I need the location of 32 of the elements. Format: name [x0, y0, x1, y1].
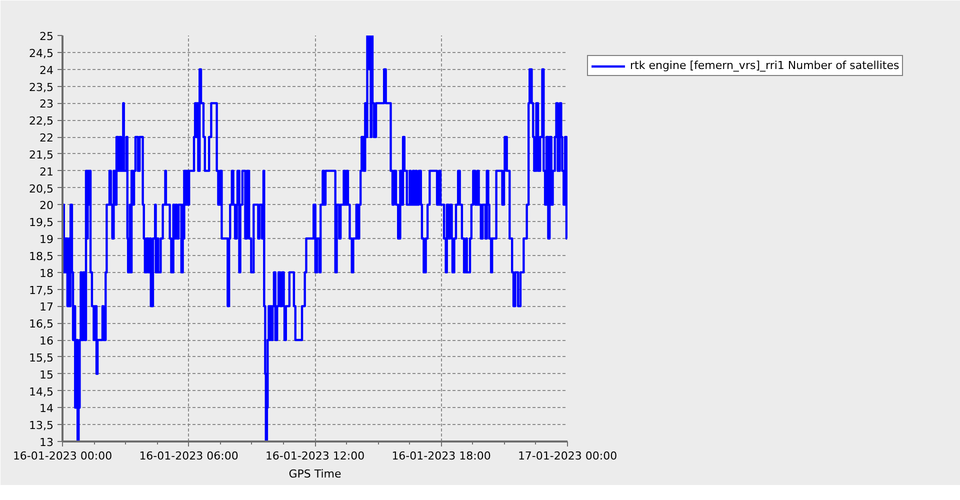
x-tick-label: 16-01-2023 18:00	[392, 450, 491, 462]
x-tick-label: 17-01-2023 00:00	[518, 450, 618, 462]
x-tick-label: 16-01-2023 06:00	[139, 450, 238, 462]
y-tick-label: 22,5	[29, 114, 54, 128]
x-axis-title: GPS Time	[288, 468, 342, 480]
y-tick-label: 15	[40, 368, 54, 382]
y-tick-label: 23	[40, 98, 54, 111]
legend-label: rtk engine [femern_vrs]_rri1 Number of satellites	[630, 59, 900, 72]
y-tick-label: 24	[40, 64, 54, 77]
y-tick-label: 14	[40, 402, 54, 416]
y-tick-label: 19	[40, 233, 54, 246]
y-tick-label: 18	[40, 266, 54, 280]
y-tick-label: 16	[40, 334, 54, 348]
x-tick-label: 16-01-2023 00:00	[12, 450, 112, 462]
y-tick-label: 16,5	[29, 318, 54, 331]
y-tick-label: 21,5	[29, 148, 54, 162]
y-tick-label: 17	[40, 300, 54, 314]
y-tick-label: 23,5	[29, 80, 54, 94]
y-tick-label: 14,5	[29, 385, 54, 398]
y-tick-label: 22	[40, 132, 54, 144]
y-tick-label: 18,5	[29, 250, 54, 263]
y-tick-label: 24,5	[29, 46, 54, 60]
y-tick-label: 19,5	[29, 216, 54, 230]
y-tick-label: 17,5	[29, 284, 54, 297]
y-tick-label: 25	[40, 30, 54, 43]
y-tick-label: 20	[40, 199, 54, 212]
y-tick-label: 21	[40, 165, 54, 178]
y-tick-label: 20,5	[29, 182, 54, 196]
y-tick-label: 13,5	[29, 419, 54, 432]
y-tick-label: 13	[40, 436, 54, 449]
x-tick-label: 16-01-2023 12:00	[265, 450, 365, 462]
y-tick-label: 15,5	[29, 351, 54, 364]
